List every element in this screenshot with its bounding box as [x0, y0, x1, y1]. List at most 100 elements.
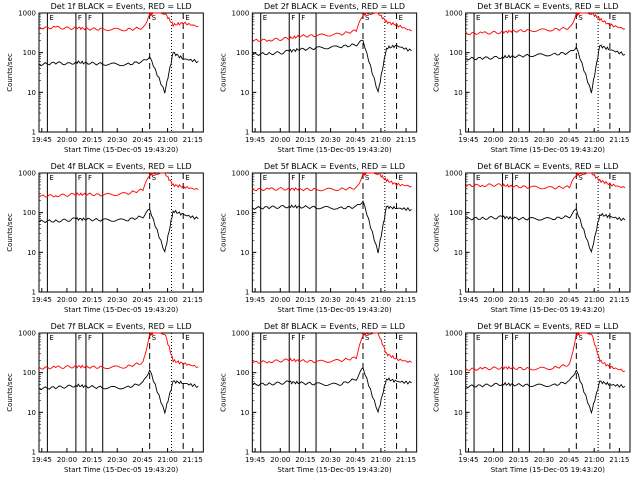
- y-tick-label: 10: [27, 249, 36, 257]
- marker-label: S: [152, 14, 157, 22]
- y-tick-label: 100: [236, 49, 249, 57]
- marker-label: E: [185, 334, 189, 342]
- marker-label: S: [578, 14, 583, 22]
- marker-label: E: [49, 14, 53, 22]
- x-tick-label: 20:45: [346, 456, 366, 464]
- marker-label: E: [612, 174, 616, 182]
- x-tick-label: 20:30: [320, 296, 340, 304]
- x-axis-label: Start Time (15-Dec-05 19:43:20): [64, 306, 178, 314]
- series-line: [38, 11, 199, 32]
- x-tick-label: 20:45: [559, 296, 579, 304]
- y-axis-label: Counts/sec: [433, 53, 441, 92]
- series-line: [251, 12, 412, 43]
- marker-label: E: [476, 174, 480, 182]
- x-tick-label: 21:15: [183, 296, 203, 304]
- chart-panel: Det 8f BLACK = Events, RED = LLD 1 10 100 10…: [219, 322, 418, 474]
- marker-label: E: [612, 334, 616, 342]
- series-line: [38, 208, 199, 254]
- y-tick-label: 1: [458, 289, 462, 297]
- x-tick-label: 21:00: [157, 136, 177, 144]
- plot-frame: [251, 332, 418, 453]
- marker-label: F: [88, 14, 92, 22]
- x-tick-label: 20:30: [107, 296, 127, 304]
- marker-label: F: [505, 174, 509, 182]
- series-line: [251, 332, 412, 365]
- plot-frame: [38, 332, 204, 453]
- y-tick-label: 10: [454, 89, 463, 97]
- series-line: [465, 11, 626, 36]
- x-tick-label: 20:15: [82, 296, 102, 304]
- marker-label: E: [612, 14, 616, 22]
- series-line: [38, 368, 199, 415]
- y-tick-label: 100: [449, 209, 462, 217]
- panel-title: Det 9f BLACK = Events, RED = LLD: [477, 322, 618, 331]
- plot-frame: [251, 12, 418, 133]
- marker-label: E: [185, 14, 189, 22]
- x-tick-label: 19:45: [245, 296, 265, 304]
- series-line: [251, 171, 412, 192]
- x-tick-label: 20:30: [107, 136, 127, 144]
- y-tick-label: 100: [23, 209, 36, 217]
- x-tick-label: 20:00: [57, 296, 77, 304]
- marker-label: F: [78, 334, 82, 342]
- plot-frame: [465, 332, 631, 453]
- x-tick-label: 20:15: [82, 456, 102, 464]
- y-tick-label: 10: [454, 409, 463, 417]
- x-tick-label: 20:00: [57, 136, 77, 144]
- marker-label: F: [78, 14, 82, 22]
- x-tick-label: 21:00: [584, 296, 604, 304]
- marker-label: F: [291, 174, 295, 182]
- plot-frame: [465, 172, 631, 293]
- chart-panel: Det 3f BLACK = Events, RED = LLD 1 10 100 10…: [433, 2, 631, 154]
- x-tick-label: 19:45: [458, 296, 478, 304]
- plot-frame: [38, 172, 204, 293]
- marker-label: S: [365, 174, 370, 182]
- y-axis-label: Counts/sec: [6, 213, 14, 252]
- y-tick-label: 1: [458, 449, 462, 457]
- y-tick-label: 1: [245, 449, 249, 457]
- x-tick-label: 20:00: [57, 456, 77, 464]
- y-tick-label: 1000: [445, 330, 463, 338]
- marker-label: S: [152, 174, 157, 182]
- series-line: [251, 39, 412, 94]
- plot-frame: [38, 12, 204, 133]
- y-axis-label: Counts/sec: [6, 373, 14, 412]
- x-axis-label: Start Time (15-Dec-05 19:43:20): [277, 146, 391, 154]
- x-tick-label: 19:45: [458, 136, 478, 144]
- chart-panel: Det 6f BLACK = Events, RED = LLD 1 10 100 10…: [433, 162, 631, 314]
- y-tick-label: 1000: [18, 10, 36, 18]
- x-tick-label: 20:45: [559, 136, 579, 144]
- x-tick-label: 20:30: [107, 456, 127, 464]
- x-tick-label: 19:45: [32, 456, 52, 464]
- x-tick-label: 21:15: [609, 296, 629, 304]
- x-tick-label: 21:00: [371, 296, 391, 304]
- y-tick-label: 1: [245, 129, 249, 137]
- series-line: [38, 51, 199, 94]
- panel-title: Det 6f BLACK = Events, RED = LLD: [477, 162, 618, 171]
- x-tick-label: 20:45: [559, 456, 579, 464]
- x-tick-label: 20:30: [534, 296, 554, 304]
- marker-label: E: [476, 14, 480, 22]
- marker-label: F: [291, 14, 295, 22]
- marker-label: S: [578, 174, 583, 182]
- x-axis-label: Start Time (15-Dec-05 19:43:20): [64, 466, 178, 474]
- y-tick-label: 1: [32, 289, 36, 297]
- x-tick-label: 21:15: [396, 456, 416, 464]
- x-tick-label: 20:30: [320, 456, 340, 464]
- x-tick-label: 20:00: [484, 136, 504, 144]
- y-tick-label: 100: [236, 209, 249, 217]
- x-tick-label: 20:00: [270, 296, 290, 304]
- x-tick-label: 19:45: [245, 456, 265, 464]
- series-line: [252, 366, 412, 414]
- x-tick-label: 20:15: [509, 456, 529, 464]
- y-tick-label: 1000: [232, 10, 250, 18]
- x-axis-label: Start Time (15-Dec-05 19:43:20): [277, 306, 391, 314]
- x-tick-label: 19:45: [32, 136, 52, 144]
- x-tick-label: 20:00: [484, 296, 504, 304]
- marker-label: E: [185, 174, 189, 182]
- y-tick-label: 1: [458, 129, 462, 137]
- x-tick-label: 21:00: [371, 136, 391, 144]
- y-tick-label: 1: [32, 449, 36, 457]
- x-tick-label: 20:45: [346, 136, 366, 144]
